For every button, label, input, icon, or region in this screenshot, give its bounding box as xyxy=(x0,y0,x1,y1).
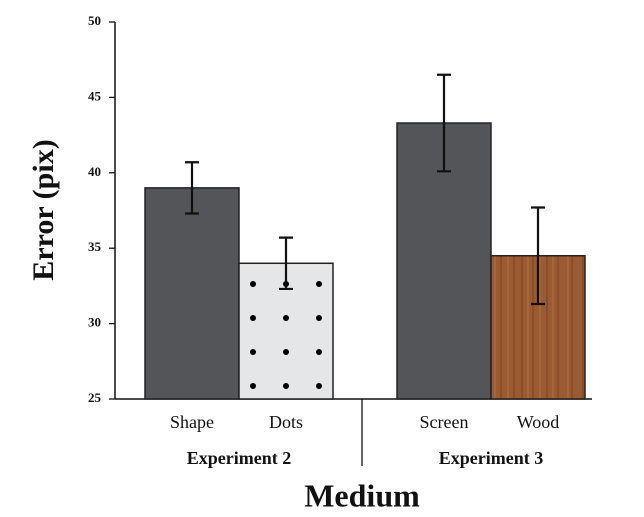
y-tick-label: 30 xyxy=(88,315,101,330)
x-tick-label: Dots xyxy=(269,412,303,432)
chart: Error (pix) Medium 25 30 35 40 45 50 Shape Dots… xyxy=(0,0,644,517)
group-label: Experiment 3 xyxy=(439,448,543,468)
x-tick-label: Screen xyxy=(420,412,469,432)
y-tick-label: 25 xyxy=(88,390,102,405)
group-label: Experiment 2 xyxy=(187,448,291,468)
bar xyxy=(145,188,239,399)
x-tick-label: Wood xyxy=(517,412,560,432)
x-tick-label: Shape xyxy=(170,412,214,432)
y-tick-label: 40 xyxy=(88,164,101,179)
y-tick-label: 45 xyxy=(88,88,102,103)
y-tick-label: 35 xyxy=(88,239,102,254)
y-tick-label: 50 xyxy=(88,13,101,28)
y-axis-label: Error (pix) xyxy=(27,139,60,280)
x-axis-label: Medium xyxy=(304,477,420,513)
